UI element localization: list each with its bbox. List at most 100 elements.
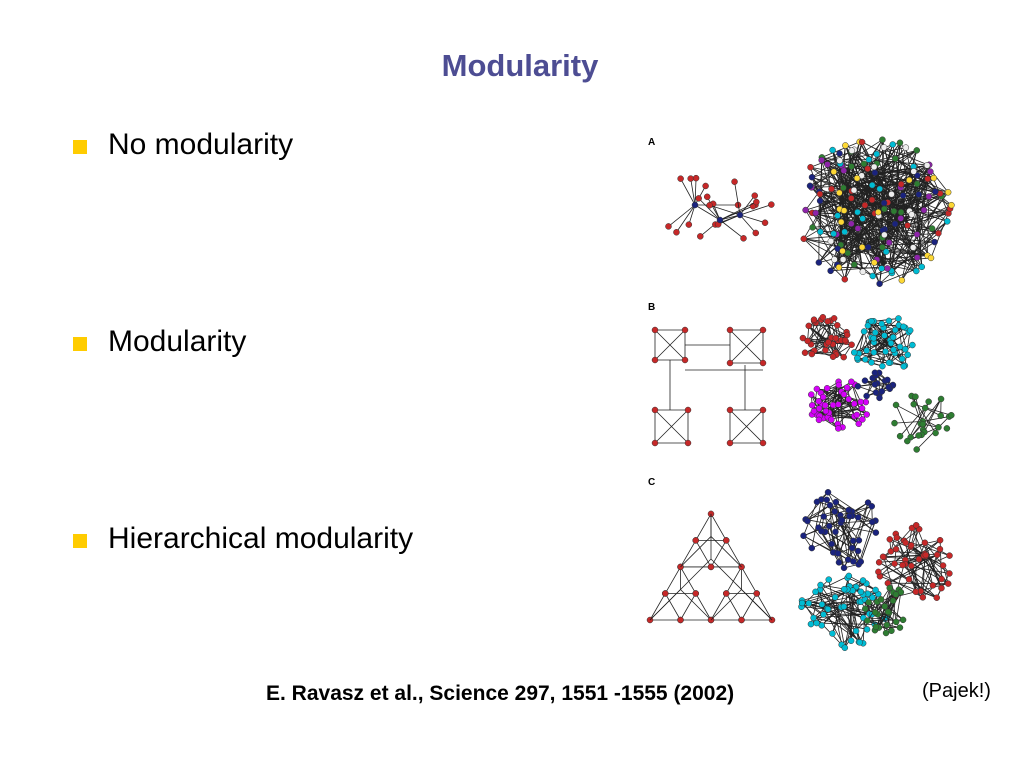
edge [709, 204, 741, 216]
node [817, 228, 824, 236]
node [799, 334, 807, 342]
edge [756, 593, 773, 621]
bullet: Modularity [108, 325, 247, 358]
node [910, 400, 917, 408]
edge [812, 197, 852, 214]
node [662, 590, 669, 597]
edge [867, 620, 901, 628]
node [899, 192, 907, 199]
edge [877, 614, 887, 634]
node [716, 216, 724, 224]
node [822, 346, 829, 354]
node [864, 617, 871, 624]
node [840, 167, 848, 174]
node [808, 350, 816, 358]
edge [668, 204, 696, 227]
node [898, 355, 906, 363]
edge [734, 181, 741, 216]
node [931, 238, 938, 246]
node [881, 205, 888, 213]
edge [901, 196, 942, 281]
node [842, 142, 849, 149]
node [914, 172, 921, 179]
node [753, 590, 760, 597]
node [885, 359, 893, 366]
node [943, 425, 951, 432]
node [808, 173, 816, 181]
edge [858, 521, 873, 565]
node [854, 208, 861, 216]
node [807, 164, 814, 171]
edge [690, 178, 696, 206]
node [871, 169, 879, 176]
edge [909, 196, 930, 212]
node [909, 244, 917, 251]
edge [695, 540, 712, 568]
node [854, 354, 861, 362]
node [875, 559, 883, 566]
node [723, 590, 730, 597]
edge [808, 325, 826, 351]
node [851, 400, 858, 407]
edge [854, 352, 905, 367]
node [738, 616, 745, 624]
node [879, 136, 886, 143]
node [695, 195, 702, 202]
node [820, 513, 827, 520]
edge [698, 198, 721, 221]
node [912, 588, 920, 596]
node [861, 201, 869, 209]
node [840, 564, 848, 572]
edge [868, 602, 897, 623]
node [885, 317, 893, 325]
edge [864, 205, 887, 252]
node [883, 621, 891, 629]
node [818, 156, 825, 164]
node [908, 211, 916, 218]
node [868, 317, 875, 325]
node [846, 512, 853, 520]
node [881, 603, 889, 610]
edge [833, 218, 863, 235]
node [707, 563, 715, 571]
node [691, 201, 699, 209]
node [815, 259, 823, 266]
node [830, 168, 838, 175]
edge [676, 204, 696, 233]
node [835, 401, 842, 408]
node [822, 401, 829, 409]
edge [876, 601, 888, 626]
edge [924, 553, 942, 589]
edge [811, 499, 822, 549]
node [855, 420, 862, 428]
edge [843, 187, 882, 269]
edge [688, 204, 696, 225]
node [920, 206, 928, 214]
node [936, 545, 944, 553]
node [832, 498, 840, 506]
bullet-marker [73, 534, 87, 548]
node [900, 363, 907, 370]
node [823, 385, 831, 392]
node [870, 349, 878, 356]
node [798, 599, 806, 607]
edge [811, 150, 853, 178]
edge [895, 404, 939, 428]
node [936, 536, 944, 544]
edge [807, 504, 831, 522]
node [847, 637, 855, 644]
edge [837, 191, 949, 266]
edge [654, 329, 686, 361]
node [840, 184, 847, 192]
node [830, 230, 837, 238]
edge [844, 145, 890, 243]
node [840, 353, 847, 361]
node [915, 555, 923, 563]
node [859, 268, 867, 275]
edge [805, 492, 829, 520]
node [805, 322, 813, 330]
node [681, 356, 689, 364]
node [816, 190, 824, 198]
edge [815, 591, 861, 643]
